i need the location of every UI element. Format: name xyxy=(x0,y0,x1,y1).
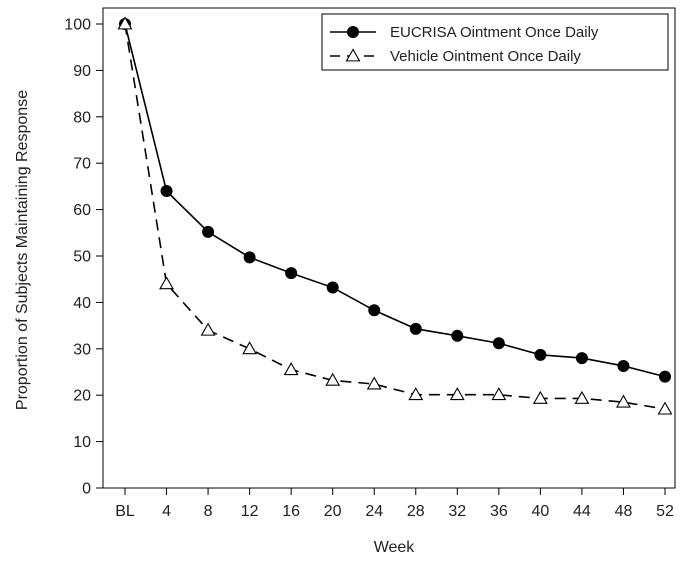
series-1-point xyxy=(160,185,173,198)
series-1-point xyxy=(409,322,422,335)
x-tick-label: 36 xyxy=(490,503,508,520)
x-tick-label: 24 xyxy=(365,503,383,520)
series-2-point xyxy=(242,341,258,355)
legend-label-2: Vehicle Ointment Once Daily xyxy=(390,48,581,65)
series-line-1 xyxy=(124,23,666,378)
y-tick-label: 80 xyxy=(73,109,91,126)
series-1-point xyxy=(326,281,339,294)
series-1-point xyxy=(575,352,588,365)
legend-marker-2 xyxy=(345,48,361,62)
y-tick-label: 30 xyxy=(73,341,91,358)
series-2-point xyxy=(657,401,673,415)
plot-frame xyxy=(102,7,676,489)
series-1-point xyxy=(451,329,464,342)
series-2-point xyxy=(616,394,631,408)
series-line-2 xyxy=(124,23,666,410)
x-tick-label: 16 xyxy=(282,503,300,520)
y-tick-label: 90 xyxy=(73,63,91,80)
series-2-point xyxy=(366,376,382,390)
x-tick-label: 12 xyxy=(241,503,259,520)
x-tick-label: 40 xyxy=(531,503,549,520)
x-tick-label: 48 xyxy=(615,503,633,520)
series-2-point xyxy=(117,16,133,30)
series-2-point xyxy=(283,362,299,376)
series-1-point xyxy=(492,337,505,350)
series-1-point xyxy=(243,251,256,264)
y-tick-label: 20 xyxy=(73,388,91,405)
x-tick-label: 4 xyxy=(162,503,171,520)
series-1-point xyxy=(285,267,298,280)
series-1-point xyxy=(202,225,215,238)
y-tick-label: 70 xyxy=(73,156,91,173)
series-2-point xyxy=(532,390,548,404)
series-2-point xyxy=(159,276,174,290)
x-tick-label: 28 xyxy=(407,503,425,520)
y-tick-label: 100 xyxy=(64,17,91,34)
series-2-point xyxy=(408,387,424,401)
series-2-point xyxy=(200,322,216,336)
x-tick-label: 52 xyxy=(656,503,674,520)
series-1-point xyxy=(534,348,547,361)
series-2-point xyxy=(449,387,465,401)
x-axis-title: Week xyxy=(374,539,416,556)
x-tick-label: 20 xyxy=(324,503,342,520)
y-axis-title: Proportion of Subjects Maintaining Respo… xyxy=(14,90,31,410)
x-tick-label: 8 xyxy=(204,503,213,520)
x-tick-label: 44 xyxy=(573,503,591,520)
series-2-point xyxy=(574,390,590,404)
series-1-point xyxy=(617,359,630,372)
y-tick-label: 40 xyxy=(73,295,91,312)
series-1-point xyxy=(659,370,671,383)
legend-box xyxy=(321,13,669,71)
series-2-point xyxy=(325,372,341,386)
x-tick-label: BL xyxy=(115,503,135,520)
x-tick-label: 32 xyxy=(448,503,466,520)
series-2-point xyxy=(491,387,507,401)
y-tick-label: 0 xyxy=(82,481,91,498)
y-tick-label: 10 xyxy=(73,434,91,451)
legend-label-1: EUCRISA Ointment Once Daily xyxy=(390,24,599,41)
legend-marker-1 xyxy=(347,26,359,38)
series-1-point xyxy=(368,304,381,317)
y-tick-label: 60 xyxy=(73,202,91,219)
y-tick-label: 50 xyxy=(73,249,91,266)
